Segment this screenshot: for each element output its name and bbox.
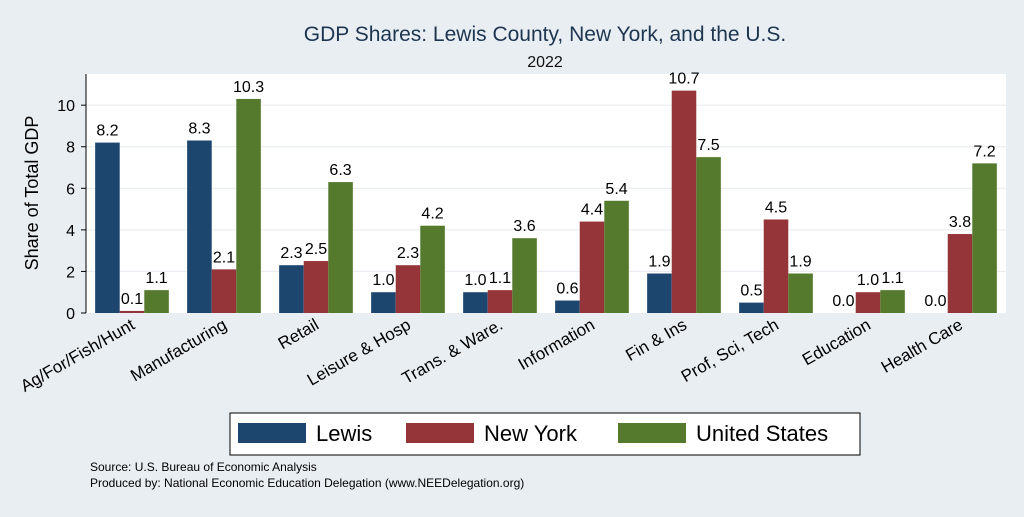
bar-value-label: 5.4 [605,181,627,198]
bar-value-label: 2.3 [280,245,302,262]
bar-new-york [211,269,237,313]
bar-new-york [395,265,421,313]
bar-value-label: 3.8 [949,214,971,231]
y-tick-label: 8 [66,140,75,157]
bar-new-york [487,290,513,313]
bar-value-label: 0.6 [556,281,578,298]
bar-value-label: 1.1 [145,270,167,287]
y-tick-label: 2 [66,264,75,281]
legend-box [229,412,861,456]
bar-value-label: 10.3 [233,79,264,96]
chart-subtitle: 2022 [527,54,563,71]
bar-lewis [463,292,488,313]
bar-value-label: 8.2 [96,123,118,140]
bar-united-states [880,290,905,313]
legend-swatch [238,423,306,443]
bar-lewis [187,140,212,313]
bar-united-states [788,273,813,313]
bar-united-states [696,157,721,313]
bar-new-york [579,221,605,313]
legend-label: Lewis [316,421,372,446]
bar-value-label: 6.3 [329,162,351,179]
bar-united-states [420,225,445,313]
bars [95,90,997,313]
bar-value-label: 3.6 [513,218,535,235]
y-axis-ticks: 0 2 4 6 8 10 [57,98,86,323]
bar-lewis [739,302,764,313]
bar-value-label: 1.0 [464,272,486,289]
bar-value-label: 4.2 [421,206,443,223]
bar-lewis [371,292,396,313]
bar-value-label: 0.1 [121,291,143,308]
bar-value-label: 7.2 [973,143,995,160]
bar-value-label: 7.5 [697,137,719,154]
bar-value-label: 8.3 [188,121,210,138]
legend: Lewis New York United States [229,412,861,456]
bar-lewis [279,265,304,313]
y-tick-label: 0 [66,306,75,323]
y-axis-label: Share of Total GDP [22,116,42,271]
bar-value-label: 1.0 [372,272,394,289]
legend-label: United States [696,421,828,446]
producer-note: Produced by: National Economic Education… [90,476,524,490]
y-tick-label: 4 [66,223,75,240]
chart-title: GDP Shares: Lewis County, New York, and … [304,23,786,46]
bar-new-york [947,234,973,313]
bar-value-label: 1.1 [881,270,903,287]
bar-value-label: 1.9 [789,254,811,271]
bar-value-label: 0.0 [832,293,854,310]
bar-value-label: 2.5 [305,241,327,258]
bar-united-states [972,163,997,313]
bar-lewis [555,300,580,313]
bar-value-label: 1.1 [489,270,511,287]
bar-new-york [671,90,697,313]
source-note: Source: U.S. Bureau of Economic Analysis [90,460,317,474]
bar-value-label: 2.3 [397,245,419,262]
bar-united-states [236,98,261,313]
bar-new-york [855,292,881,313]
bar-new-york [303,261,329,313]
bar-united-states [512,238,537,313]
bar-lewis [95,142,120,313]
bar-united-states [328,182,353,313]
bar-value-label: 0.5 [740,283,762,300]
legend-label: New York [484,421,578,446]
bar-value-label: 4.4 [581,202,603,219]
legend-swatch [406,423,474,443]
bar-value-label: 1.9 [648,254,670,271]
legend-swatch [618,423,686,443]
bar-value-label: 10.7 [668,71,699,88]
bar-lewis [647,273,672,313]
bar-value-label: 2.1 [213,249,235,266]
bar-value-label: 1.0 [857,272,879,289]
bar-new-york [119,310,145,313]
bar-new-york [763,219,789,313]
y-tick-label: 10 [57,98,75,115]
bar-united-states [604,200,629,313]
bar-value-label: 4.5 [765,199,787,216]
y-tick-label: 6 [66,181,75,198]
value-labels: 8.20.11.18.32.110.32.3 2.56.31.02.34.21.0… [96,71,995,310]
bar-value-label: 0.0 [924,293,946,310]
bar-united-states [144,290,169,313]
